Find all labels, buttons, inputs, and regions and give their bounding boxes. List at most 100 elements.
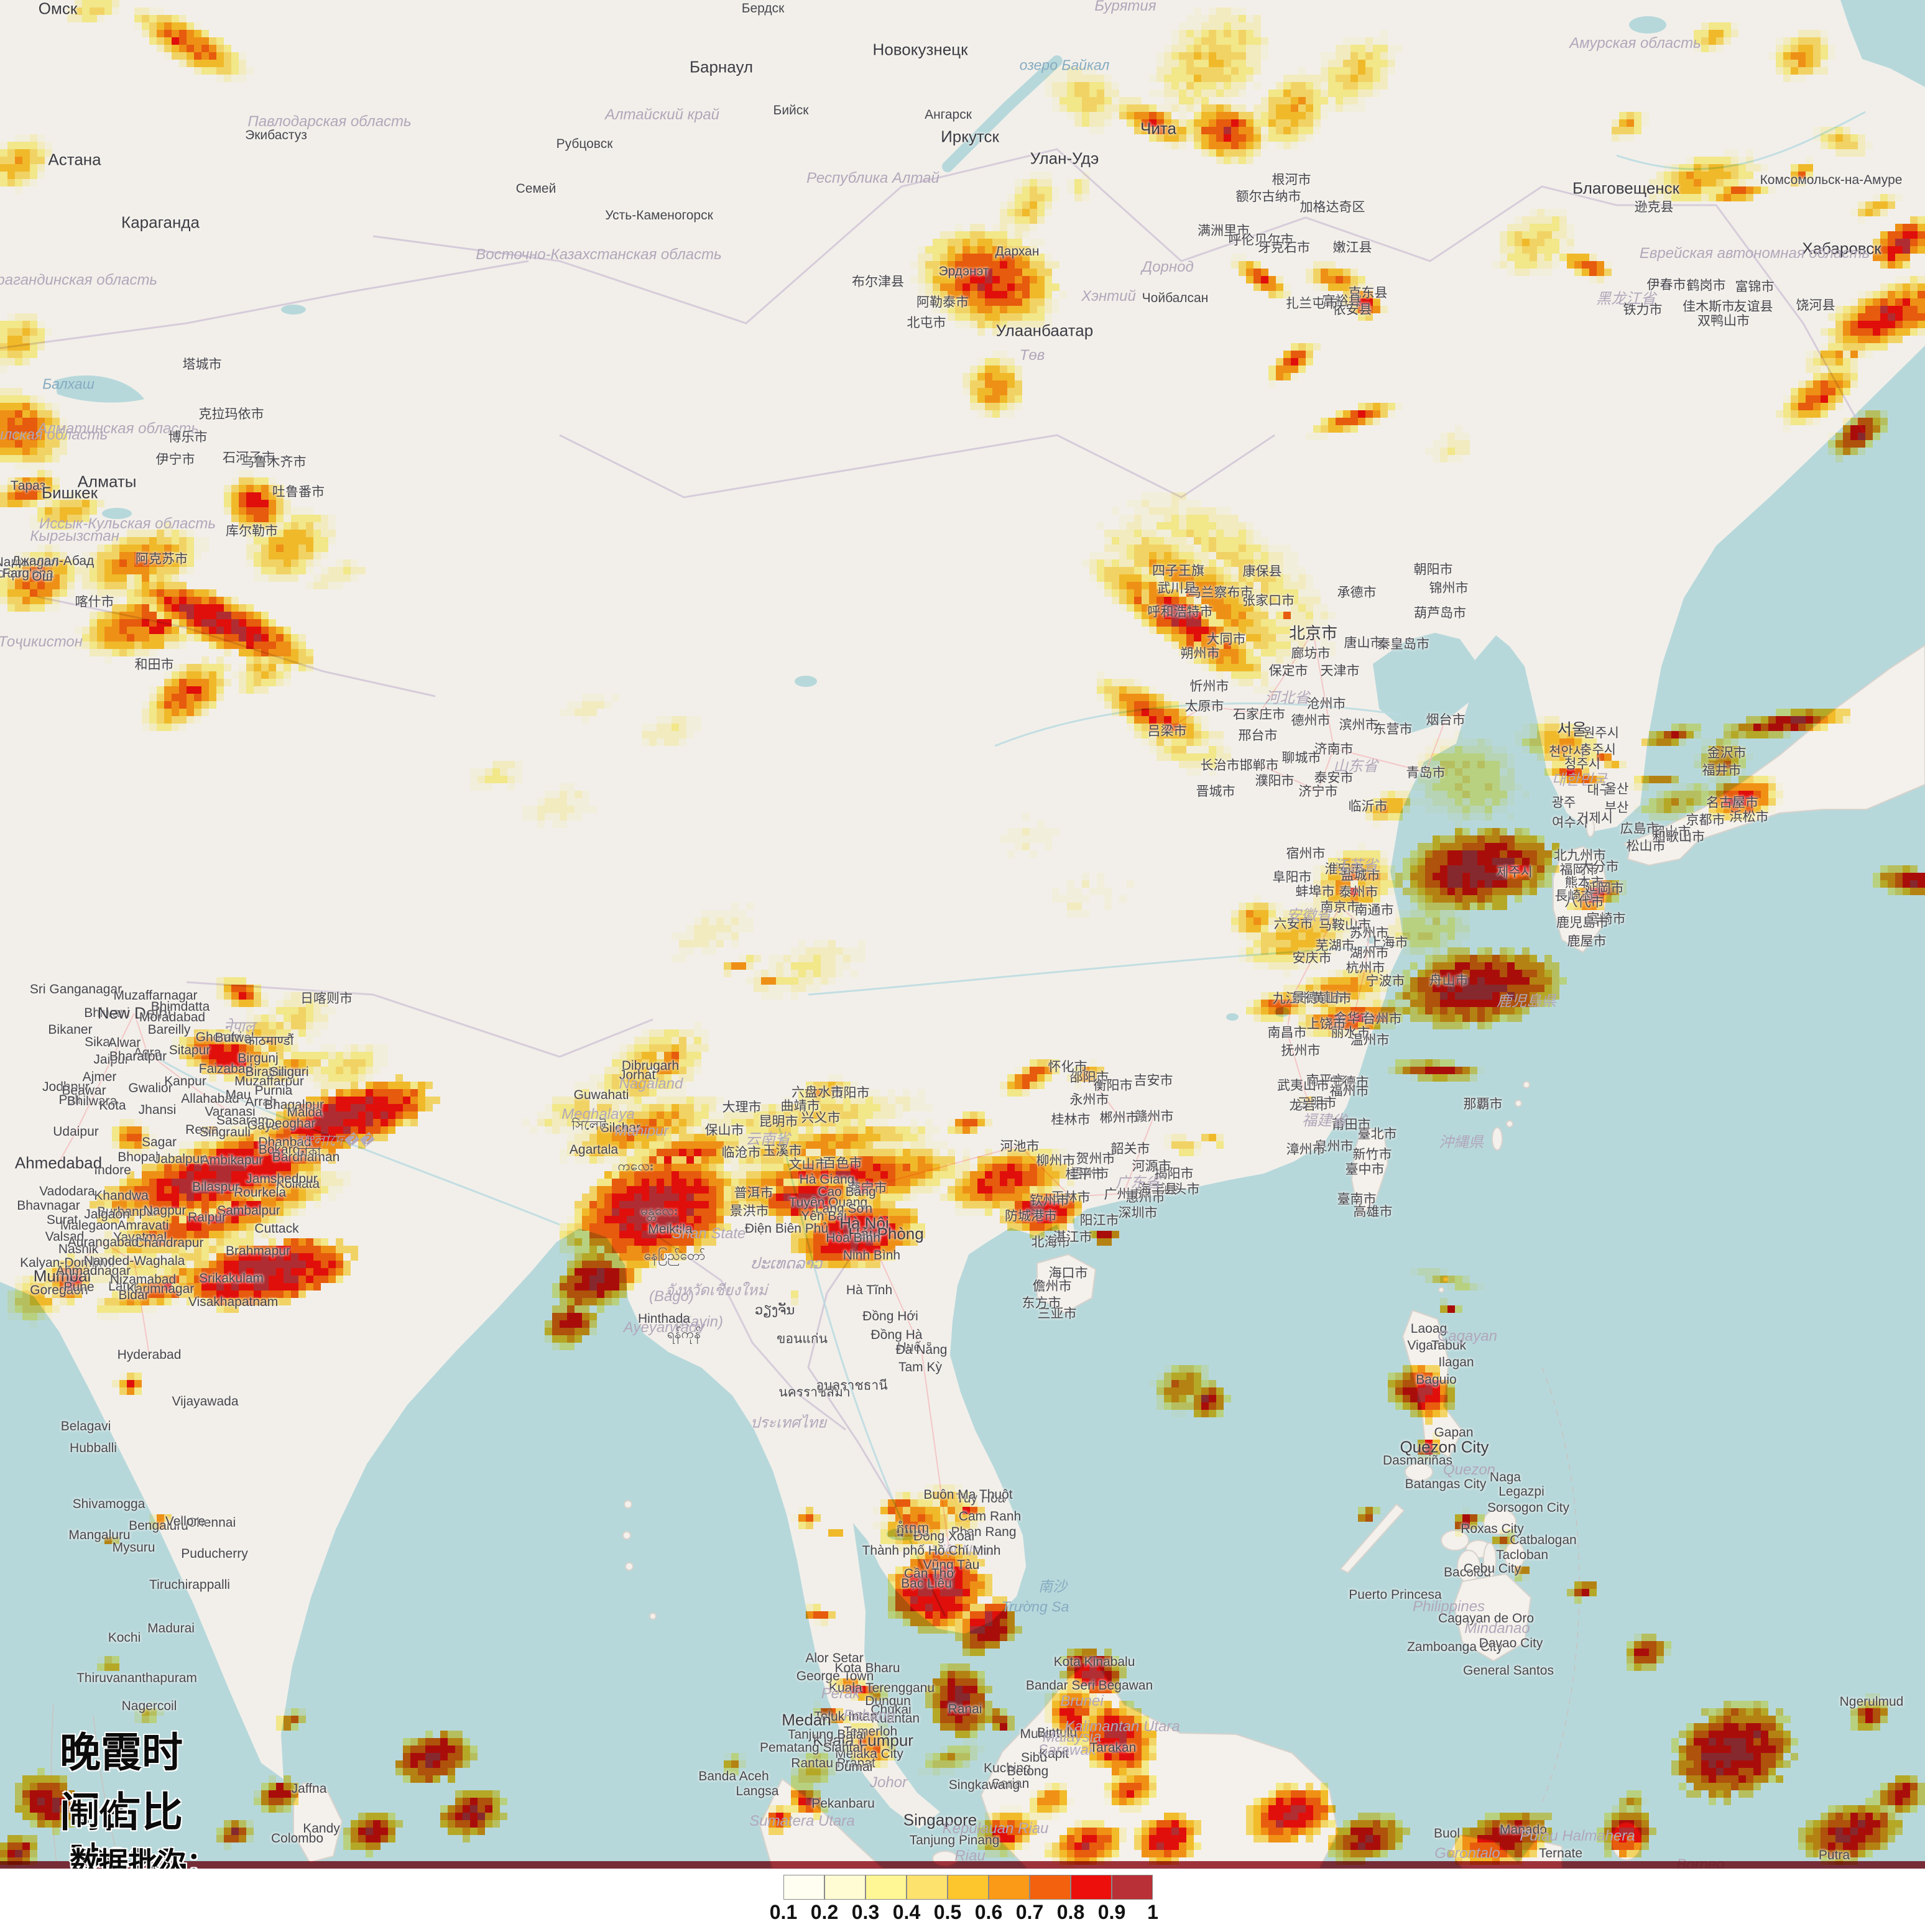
map-label: Aurangabad	[67, 1235, 139, 1249]
map-label: 舟山市	[1429, 973, 1469, 988]
map-label: 泰安市	[1314, 771, 1354, 785]
map-label: Ternate	[1538, 1846, 1583, 1861]
map-label: Alor Setar	[805, 1651, 864, 1665]
map-label: ကလေး	[617, 1159, 653, 1174]
map-label: Zamboanga City	[1406, 1640, 1503, 1654]
map-label: Bhavnagar	[17, 1198, 80, 1213]
map-label: Varanasi	[205, 1105, 256, 1119]
map-label: Catbalogan	[1510, 1533, 1577, 1547]
map-label: 莆田市	[1331, 1118, 1371, 1132]
map-label: General Santos	[1463, 1663, 1554, 1678]
map-label: Новокузнецк	[872, 40, 968, 59]
map-label: Indore	[94, 1163, 131, 1177]
weather-map: Омск Бердск Новокузнецк Барнаул Бийск Рубцовс…	[0, 0, 1925, 1869]
legend-tick-label: 0.5	[933, 1901, 962, 1923]
map-label: 北九州市	[1554, 849, 1606, 863]
map-label: 赣州市	[1134, 1110, 1174, 1124]
map-label: Hà Giang	[799, 1172, 855, 1187]
map-label: 大理市	[722, 1100, 762, 1115]
map-label: 济南市	[1314, 742, 1354, 757]
map-label: 根河市	[1272, 173, 1311, 187]
map-label: 岡山市	[1651, 825, 1691, 839]
map-label: 龙岩市	[1289, 1098, 1329, 1113]
map-label: อุบลราชธานี	[816, 1378, 888, 1393]
map-label: 吉安市	[1133, 1074, 1173, 1088]
map-label: Batangas City	[1405, 1477, 1487, 1491]
map-label: Madurai	[147, 1621, 195, 1635]
map-label: 百色市	[823, 1156, 862, 1171]
map-label: Экибастуз	[245, 128, 307, 142]
map-label: Дорнод	[1142, 259, 1194, 275]
map-label: 汕头市	[1160, 1182, 1200, 1197]
map-label: New Delhi	[97, 1003, 172, 1023]
map-label: Huế	[897, 1340, 921, 1355]
map-label: Malegaon	[60, 1218, 118, 1233]
map-label: 怀化市	[1048, 1060, 1087, 1074]
map-label: 邵阳市	[1069, 1070, 1109, 1085]
map-label: 钦州市	[1030, 1194, 1069, 1208]
legend-color-box	[989, 1875, 1030, 1900]
map-label: Brahmapur	[226, 1244, 290, 1258]
map-label: Pekanbaru	[811, 1796, 875, 1811]
map-label: Putra	[1818, 1848, 1850, 1862]
map-label: 盐城市	[1341, 868, 1380, 883]
map-label: Silchar	[600, 1121, 641, 1135]
map-label: Dungun	[865, 1694, 911, 1708]
map-label: 三明市	[1297, 1096, 1337, 1110]
map-label: Puducherry	[181, 1547, 248, 1561]
legend-color-box	[1112, 1875, 1153, 1900]
map-label: Malaysia	[1042, 1729, 1102, 1746]
map-label: 滨州市	[1339, 718, 1378, 732]
map-label: Ghorahi	[195, 1030, 242, 1044]
legend-tick-label: 0.9	[1097, 1901, 1126, 1923]
map-label: Павлодарская область	[247, 113, 412, 130]
map-label: Phan Rang	[951, 1525, 1017, 1539]
production-time: 制作时间： 2024-02-14 12:00	[70, 1798, 128, 1869]
map-label: Serian	[991, 1777, 1030, 1791]
legend-tick-label: 0.4	[892, 1901, 921, 1923]
map-label: 河北省	[1265, 689, 1309, 707]
map-label: Kanpur	[164, 1074, 206, 1088]
map-label: Sagar	[141, 1135, 177, 1149]
map-label: Gaya	[247, 1118, 279, 1133]
map-label: 臺北市	[1357, 1127, 1397, 1141]
map-label: 梧州市	[1069, 1167, 1109, 1181]
map-label: 额尔古纳市	[1235, 190, 1301, 204]
map-label: Dumai	[834, 1760, 873, 1774]
map-label: 大分市	[1579, 860, 1619, 874]
map-label: 临沧市	[721, 1146, 761, 1160]
map-label: 南昌市	[1267, 1026, 1307, 1040]
map-label: Алматы	[77, 472, 137, 491]
map-label: (Bago)	[649, 1288, 695, 1305]
map-label: Карагандинская область	[0, 272, 158, 288]
map-label: 马鞍山市	[1319, 918, 1371, 932]
map-label: Cuttack	[254, 1221, 299, 1236]
map-label: 贵阳市	[830, 1086, 870, 1100]
map-label: Rourkela	[233, 1185, 287, 1200]
map-label: Bhilwara	[67, 1094, 118, 1108]
map-label: 张家口市	[1242, 594, 1295, 608]
map-label: Đồng Xoài	[913, 1529, 975, 1543]
map-label: 朝阳市	[1413, 563, 1453, 577]
map-label: Kapit	[1039, 1747, 1069, 1761]
map-label: 四子王旗	[1152, 564, 1204, 578]
map-label: Jaffna	[291, 1782, 327, 1796]
map-label: 湛江市	[1053, 1230, 1092, 1244]
map-label: 呼伦贝尔市	[1228, 233, 1294, 247]
map-label: 서울	[1557, 720, 1587, 739]
map-label: 北海市	[1031, 1235, 1071, 1249]
legend-tick-label: 0.8	[1056, 1901, 1085, 1923]
map-label: Республика Алтай	[806, 170, 939, 186]
map-label: 浜松市	[1729, 810, 1769, 824]
map-label: 石河子市	[223, 451, 275, 465]
map-label: Hà Nội	[839, 1213, 889, 1233]
map-label: 芜湖市	[1315, 939, 1355, 953]
map-label: Kalimantan Utara	[1064, 1718, 1180, 1735]
map-label: 宁波市	[1365, 974, 1405, 988]
map-label: 东方市	[1022, 1296, 1061, 1310]
map-label: Бийск	[773, 103, 809, 117]
map-label: Agra	[133, 1046, 162, 1060]
map-label: 北京市	[1288, 623, 1338, 643]
map-label: 金沢市	[1707, 746, 1747, 760]
map-label: 石家庄市	[1233, 707, 1285, 722]
